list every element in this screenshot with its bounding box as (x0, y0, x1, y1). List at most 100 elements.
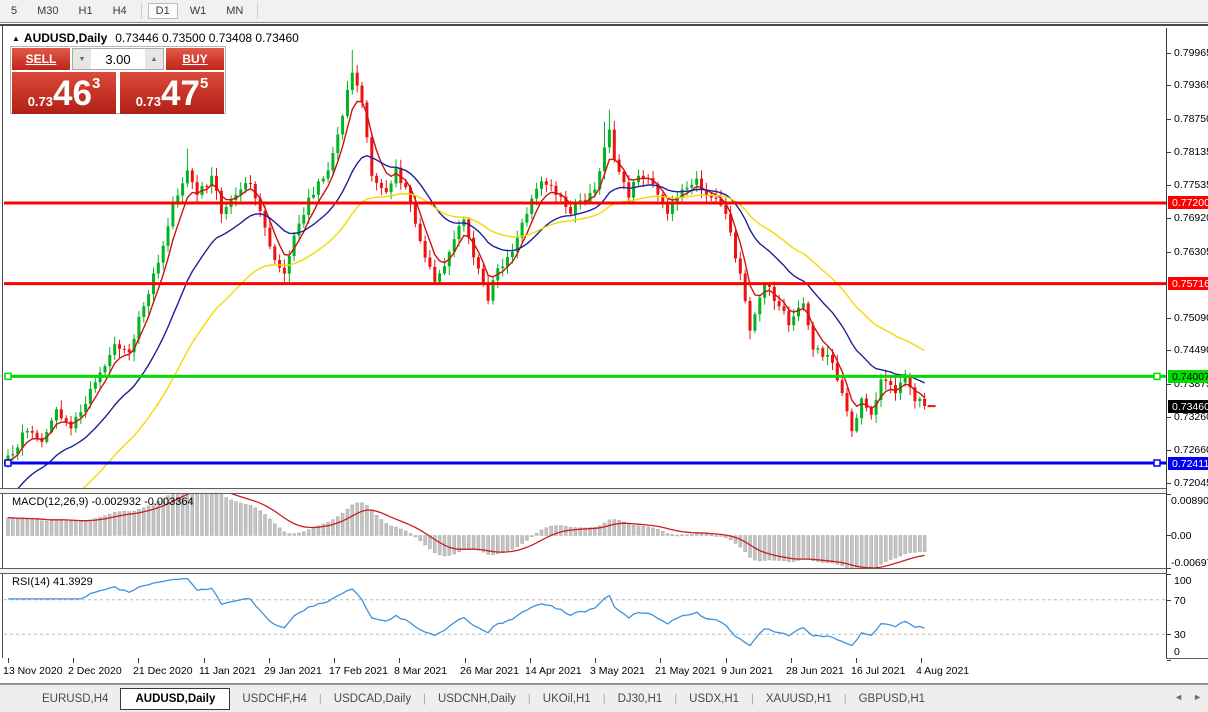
tab-audusd-daily[interactable]: AUDUSD,Daily (120, 687, 231, 710)
price-level-badge: 0.72411 (1168, 457, 1208, 470)
price-axis-tick (1167, 384, 1171, 385)
price-axis-tick (1167, 53, 1171, 54)
candle (821, 345, 825, 361)
candle (491, 277, 495, 305)
candle (845, 388, 849, 417)
date-axis-tick (530, 658, 531, 663)
one-click-trading-panel: SELL ▼ 3.00 ▲ BUY 0.73 46 3 0.73 47 5 (10, 46, 226, 114)
macd-pane[interactable] (4, 494, 1166, 568)
ma-line-medium (17, 154, 925, 488)
candle (501, 258, 505, 277)
pane-splitter[interactable] (0, 568, 1208, 574)
rsi-pane[interactable] (4, 574, 1166, 658)
tab-separator: | (843, 692, 847, 705)
price-pane[interactable] (4, 28, 1166, 488)
collapse-quotes-icon[interactable]: ▲ (12, 34, 20, 43)
candle (185, 148, 189, 188)
candle (210, 167, 214, 194)
candle (433, 259, 437, 285)
timeframe-button-m30[interactable]: M30 (37, 5, 59, 17)
timeframe-button-5[interactable]: 5 (11, 5, 18, 17)
line-drag-handle[interactable] (4, 372, 12, 381)
pane-splitter[interactable] (0, 488, 1208, 494)
candle (753, 311, 757, 334)
timeframe-button-h4[interactable]: H4 (112, 5, 127, 17)
date-axis-tick (921, 658, 922, 663)
candle (331, 146, 335, 174)
candle (472, 230, 476, 266)
date-axis[interactable]: 13 Nov 2020 2 Dec 2020 21 Dec 2020 11 Jan 2… (0, 658, 1166, 683)
rsi-axis-label: 100 (1174, 575, 1192, 587)
candle (894, 377, 897, 401)
macd-axis-label: 0.008903 (1171, 495, 1208, 507)
date-axis-label: 14 Apr 2021 (525, 665, 582, 677)
candle (578, 193, 582, 210)
volume-spinner: ▼ 3.00 ▲ (72, 48, 164, 70)
tab-gbpusd-h1[interactable]: GBPUSD,H1 (858, 692, 926, 705)
candle (190, 168, 194, 189)
tab-dj30-h1[interactable]: DJ30,H1 (617, 692, 663, 705)
line-drag-handle[interactable] (1153, 459, 1161, 467)
timeframe-button-h1[interactable]: H1 (78, 5, 93, 17)
macd-axis-tick (1167, 568, 1171, 569)
candle (544, 177, 548, 193)
timeframe-button-mn[interactable]: MN (226, 5, 244, 17)
date-axis-label: 21 May 2021 (655, 665, 716, 677)
buy-button[interactable]: BUY (166, 48, 224, 70)
date-axis-label: 2 Dec 2020 (68, 665, 122, 677)
candle (734, 229, 737, 263)
candle (729, 206, 733, 237)
price-chart-canvas (4, 49, 1166, 488)
buy-price-display[interactable]: 0.73 47 5 (120, 72, 224, 114)
candle (64, 415, 68, 427)
date-axis-tick (138, 658, 139, 663)
candle (632, 180, 636, 203)
candle (637, 169, 640, 186)
sell-button[interactable]: SELL (12, 48, 70, 70)
candle (399, 159, 403, 190)
tab-scroll-arrows: ◄ ► (1174, 692, 1202, 702)
line-drag-handle[interactable] (1153, 372, 1161, 381)
candle (375, 172, 379, 191)
candle (365, 100, 369, 143)
chart-ohlc-values: 0.73446 0.73500 0.73408 0.73460 (115, 31, 299, 45)
tab-xauusd-h1[interactable]: XAUUSD,H1 (765, 692, 832, 705)
sell-price-display[interactable]: 0.73 46 3 (12, 72, 116, 114)
tab-usdcad-daily[interactable]: USDCAD,Daily (333, 692, 412, 705)
candle (612, 120, 616, 163)
tab-usdx-h1[interactable]: USDX,H1 (689, 692, 740, 705)
macd-axis-tick (1167, 494, 1171, 495)
macd-axis-label: 0.00 (1171, 530, 1192, 542)
candle (763, 282, 767, 305)
candle (704, 182, 708, 203)
candle (127, 344, 131, 361)
candle (787, 306, 791, 332)
candle (510, 243, 514, 264)
candle (292, 231, 296, 262)
volume-increase-icon[interactable]: ▲ (145, 49, 163, 69)
candle (350, 49, 354, 95)
timeframe-button-d1[interactable]: D1 (147, 3, 178, 19)
tab-scroll-left-icon[interactable]: ◄ (1174, 692, 1184, 702)
volume-decrease-icon[interactable]: ▼ (73, 49, 91, 69)
candle (316, 178, 320, 203)
candle (874, 392, 878, 423)
candle (98, 366, 102, 390)
candle (321, 176, 325, 184)
line-drag-handle[interactable] (4, 459, 12, 467)
price-level-badge: 0.74007 (1168, 370, 1208, 383)
tab-eurusd-h4[interactable]: EURUSD,H4 (42, 692, 109, 705)
tab-usdchf-h4[interactable]: USDCHF,H4 (242, 692, 307, 705)
volume-field[interactable]: 3.00 (91, 49, 145, 69)
tab-ukoil-h1[interactable]: UKOil,H1 (542, 692, 591, 705)
candle (122, 345, 126, 354)
tab-usdcnh-daily[interactable]: USDCNH,Daily (437, 692, 516, 705)
candle (467, 217, 471, 244)
tab-scroll-right-icon[interactable]: ► (1193, 692, 1202, 702)
timeframe-button-w1[interactable]: W1 (189, 5, 207, 17)
